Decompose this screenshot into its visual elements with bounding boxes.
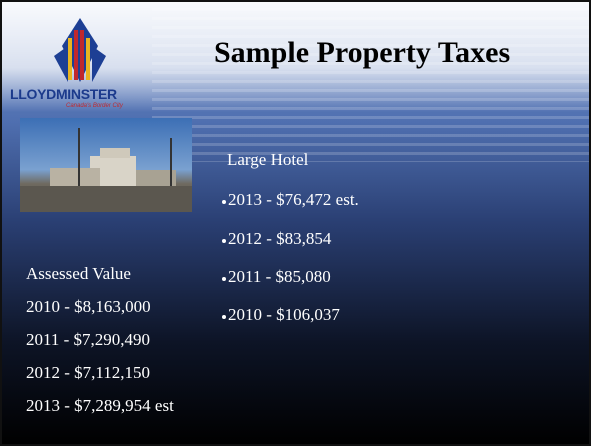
- right-item-text: 2012 - $83,854: [228, 229, 331, 248]
- left-item: 2012 - $7,112,150: [26, 363, 196, 383]
- left-heading: Assessed Value: [26, 264, 131, 284]
- bullet: [222, 200, 226, 204]
- slide-title: Sample Property Taxes: [214, 36, 510, 70]
- logo-tagline: Canada's Border City: [66, 103, 123, 109]
- right-item-text: 2011 - $85,080: [228, 267, 331, 286]
- left-item: 2013 - $7,289,954 est: [26, 396, 176, 416]
- left-item: 2010 - $8,163,000: [26, 297, 196, 317]
- right-item: 2012 - $83,854: [222, 229, 331, 249]
- bullet: [222, 315, 226, 319]
- left-item: 2011 - $7,290,490: [26, 330, 196, 350]
- bullet: [222, 277, 226, 281]
- right-heading: Large Hotel: [227, 150, 308, 170]
- logo-name: LLOYDMINSTER: [10, 86, 117, 102]
- right-item: 2010 - $106,037: [222, 305, 340, 325]
- bullet: [222, 239, 226, 243]
- right-item-text: 2010 - $106,037: [228, 305, 340, 324]
- hotel-photo: [20, 118, 192, 212]
- right-item-text: 2013 - $76,472 est.: [228, 190, 359, 209]
- slide: LLOYDMINSTER Canada's Border City Sample…: [0, 0, 591, 446]
- right-item: 2013 - $76,472 est.: [222, 190, 359, 210]
- right-item: 2011 - $85,080: [222, 267, 331, 287]
